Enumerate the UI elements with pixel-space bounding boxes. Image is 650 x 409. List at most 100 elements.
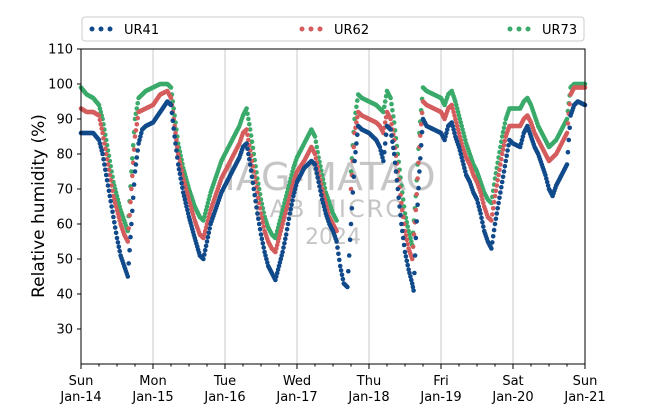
point-UR73 bbox=[171, 106, 176, 111]
point-UR41 bbox=[244, 141, 249, 146]
point-UR41 bbox=[377, 144, 383, 150]
point-UR41 bbox=[378, 148, 384, 153]
point-UR73 bbox=[382, 104, 387, 110]
y-tick-label: 100 bbox=[48, 78, 73, 93]
point-UR41 bbox=[347, 237, 353, 243]
point-UR41 bbox=[444, 130, 449, 136]
point-UR41 bbox=[290, 198, 295, 203]
point-UR41 bbox=[491, 227, 497, 233]
point-UR41 bbox=[380, 155, 385, 160]
point-UR62 bbox=[312, 151, 318, 157]
point-UR62 bbox=[419, 110, 425, 116]
point-UR41 bbox=[274, 274, 279, 279]
point-UR41 bbox=[414, 219, 420, 224]
point-UR41 bbox=[178, 176, 183, 181]
point-UR41 bbox=[505, 148, 510, 153]
point-UR73 bbox=[274, 232, 279, 237]
x-axis: SunJan-14MonJan-15TueJan-16WedJan-17ThuJ… bbox=[59, 364, 606, 405]
point-UR41 bbox=[283, 236, 288, 242]
point-UR62 bbox=[418, 122, 424, 127]
point-UR41 bbox=[319, 197, 325, 202]
point-UR62 bbox=[283, 207, 289, 213]
point-UR41 bbox=[247, 162, 253, 167]
point-UR73 bbox=[205, 200, 211, 206]
point-UR41 bbox=[475, 200, 481, 206]
point-UR41 bbox=[415, 202, 420, 208]
point-UR41 bbox=[249, 174, 255, 180]
point-UR41 bbox=[174, 148, 179, 153]
y-axis: 30 40 50 60 70 80 90 100 110 bbox=[48, 43, 81, 338]
point-UR41 bbox=[185, 207, 190, 213]
point-UR73 bbox=[207, 193, 212, 199]
point-UR41 bbox=[348, 221, 354, 227]
point-UR73 bbox=[248, 133, 254, 138]
point-UR41 bbox=[336, 251, 341, 257]
point-UR62 bbox=[285, 200, 291, 206]
point-UR41 bbox=[418, 143, 424, 148]
point-UR73 bbox=[130, 156, 135, 161]
point-UR62 bbox=[174, 137, 179, 143]
point-UR41 bbox=[318, 188, 323, 194]
point-UR62 bbox=[490, 212, 495, 217]
point-UR41 bbox=[502, 164, 508, 169]
point-UR41 bbox=[292, 186, 298, 192]
point-UR62 bbox=[96, 113, 102, 118]
point-UR41 bbox=[170, 118, 176, 124]
point-UR41 bbox=[419, 129, 425, 135]
point-UR62 bbox=[279, 225, 285, 230]
point-UR41 bbox=[103, 167, 108, 173]
point-UR41 bbox=[474, 197, 480, 202]
point-UR73 bbox=[130, 143, 136, 148]
point-UR73 bbox=[462, 134, 467, 139]
y-axis-label: Relative humidity (%) bbox=[29, 114, 49, 298]
series-UR62 bbox=[78, 85, 588, 262]
point-UR62 bbox=[451, 109, 456, 115]
series-UR41 bbox=[78, 99, 588, 293]
point-UR62 bbox=[458, 137, 464, 143]
point-UR73 bbox=[455, 109, 461, 115]
point-UR62 bbox=[454, 123, 460, 129]
point-UR41 bbox=[450, 123, 456, 129]
point-UR41 bbox=[313, 166, 319, 172]
point-UR73 bbox=[134, 106, 140, 111]
point-UR62 bbox=[495, 178, 501, 183]
point-UR73 bbox=[168, 85, 174, 90]
point-UR73 bbox=[275, 225, 281, 230]
point-UR41 bbox=[566, 137, 572, 143]
point-UR41 bbox=[293, 183, 299, 188]
point-UR41 bbox=[262, 249, 267, 255]
point-UR41 bbox=[274, 270, 280, 276]
point-UR62 bbox=[496, 172, 501, 178]
point-UR41 bbox=[175, 155, 180, 160]
point-UR41 bbox=[499, 185, 504, 190]
point-UR41 bbox=[396, 195, 402, 201]
point-UR41 bbox=[182, 197, 188, 202]
point-UR62 bbox=[418, 133, 423, 138]
point-UR62 bbox=[481, 200, 486, 206]
point-UR41 bbox=[183, 200, 188, 206]
point-UR73 bbox=[116, 200, 122, 206]
point-UR41 bbox=[383, 132, 389, 138]
point-UR41 bbox=[125, 274, 131, 279]
legend-label: UR73 bbox=[542, 23, 577, 38]
point-UR41 bbox=[345, 284, 350, 290]
point-UR41 bbox=[251, 186, 257, 192]
point-UR41 bbox=[500, 174, 506, 180]
point-UR73 bbox=[246, 116, 251, 122]
point-UR62 bbox=[201, 235, 206, 241]
point-UR41 bbox=[289, 202, 294, 208]
point-UR41 bbox=[391, 151, 397, 157]
point-UR41 bbox=[564, 162, 570, 167]
point-UR41 bbox=[130, 208, 135, 214]
point-UR41 bbox=[452, 130, 457, 136]
point-UR62 bbox=[106, 167, 112, 173]
point-UR73 bbox=[390, 108, 395, 113]
point-UR73 bbox=[204, 204, 210, 209]
point-UR73 bbox=[355, 98, 360, 103]
point-UR62 bbox=[284, 204, 290, 209]
point-UR73 bbox=[202, 214, 207, 220]
point-UR62 bbox=[110, 188, 115, 194]
y-tick-label: 70 bbox=[56, 183, 73, 198]
point-UR41 bbox=[479, 215, 484, 221]
point-UR62 bbox=[287, 193, 293, 199]
